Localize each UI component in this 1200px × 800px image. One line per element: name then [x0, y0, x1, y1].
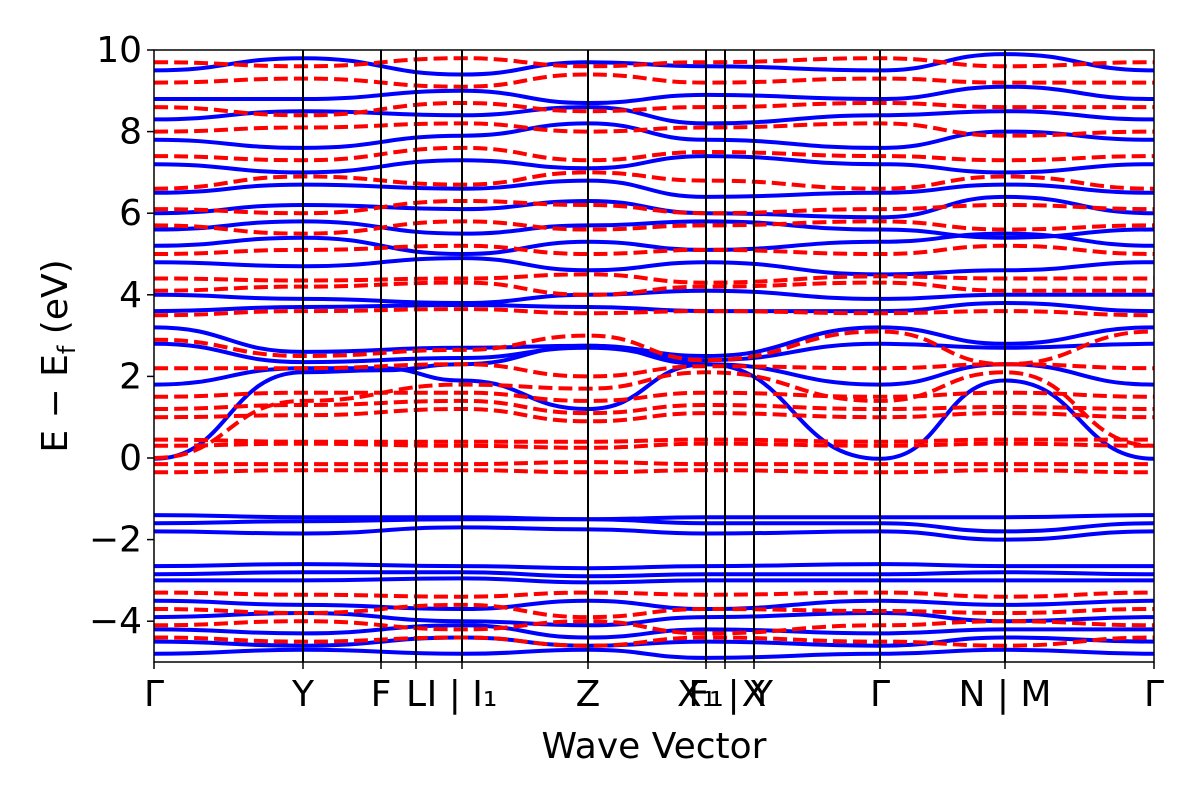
y-tick-label-2: 0: [119, 438, 142, 479]
solid-band-15: [154, 300, 1154, 314]
dashed-band-17: [154, 243, 1154, 257]
dashed-band-25: [154, 56, 1154, 69]
x-tick-label-2: F: [371, 674, 392, 715]
solid-band-10: [154, 598, 1154, 612]
x-tick-label-8: X: [742, 674, 767, 715]
solid-band-13: [154, 635, 1154, 648]
dashed-band-0: [154, 468, 1154, 475]
solid-band-5: [154, 517, 1154, 534]
dashed-band-21: [154, 145, 1154, 163]
dashed-band-2: [154, 441, 1154, 450]
dashed-band-4: [154, 406, 1154, 424]
x-tick-label-11: Γ: [1144, 674, 1164, 715]
dashed-band-12: [154, 619, 1154, 636]
y-axis-label-sub: f: [53, 345, 81, 354]
dashed-band-24: [154, 72, 1154, 89]
x-tick-label-1: Y: [291, 674, 315, 715]
dashed-band-7: [154, 370, 1154, 460]
solid-band-6: [154, 525, 1154, 542]
solid-band-4: [154, 513, 1154, 522]
x-tick-label-4: I | I₁: [427, 674, 498, 715]
y-tick-label-6: 8: [119, 112, 142, 153]
dashed-band-15: [154, 280, 1154, 297]
solid-band-7: [154, 562, 1154, 571]
solid-band-19: [154, 219, 1154, 240]
dashed-band-19: [154, 198, 1154, 216]
dashed-band-3: [154, 437, 1154, 444]
dashed-band-1: [154, 460, 1154, 467]
y-tick-label-7: 10: [96, 30, 142, 71]
solid-band-24: [154, 105, 1154, 126]
x-tick-label-10: N | M: [958, 674, 1051, 715]
dashed-band-14: [154, 307, 1154, 318]
bands-layer: [154, 52, 1154, 660]
dashed-band-22: [154, 121, 1154, 138]
plot-frame: [153, 49, 1155, 663]
y-axis-ticks: −4 −2 0 2 4 6 8 10: [89, 30, 154, 642]
x-tick-label-5: Z: [576, 674, 601, 715]
y-tick-label-3: 2: [119, 356, 142, 397]
solid-band-16: [154, 288, 1154, 306]
solid-band-23: [154, 121, 1154, 150]
dashed-band-6: [154, 390, 1154, 403]
solid-band-18: [154, 231, 1154, 257]
high-symmetry-lines: [302, 50, 1006, 662]
y-axis-label-unit: (eV): [35, 259, 76, 345]
x-tick-label-3: L: [406, 674, 426, 715]
dashed-band-8: [154, 362, 1154, 379]
dashed-band-9: [154, 329, 1154, 367]
y-axis-label-text: E − Ef (eV): [35, 259, 81, 452]
y-tick-label-0: −4: [89, 601, 142, 642]
solid-band-8: [154, 570, 1154, 579]
dashed-band-5: [154, 398, 1154, 416]
solid-band-14: [154, 647, 1154, 660]
x-tick-label-9: Γ: [870, 674, 890, 715]
y-tick-label-4: 4: [119, 275, 142, 316]
solid-band-22: [154, 154, 1154, 175]
y-tick-label-1: −2: [89, 520, 142, 561]
y-axis-label: E − Ef (eV): [35, 259, 81, 452]
dashed-band-10: [154, 590, 1154, 599]
dashed-band-16: [154, 272, 1154, 285]
solid-band-2: [154, 341, 1154, 365]
solid-band-17: [154, 256, 1154, 277]
x-tick-label-6: F₁: [688, 674, 723, 715]
dashed-band-13: [154, 635, 1154, 648]
solid-band-12: [154, 623, 1154, 640]
x-tick-label-0: Γ: [144, 674, 164, 715]
y-tick-label-5: 6: [119, 193, 142, 234]
solid-band-25: [154, 84, 1154, 106]
y-axis-label-main: E − E: [35, 354, 76, 453]
solid-band-9: [154, 576, 1154, 585]
solid-band-21: [154, 178, 1154, 199]
x-tick-label-7: X₁ | Y: [677, 674, 774, 715]
dashed-band-23: [154, 100, 1154, 118]
dashed-band-11: [154, 602, 1154, 620]
dashed-band-20: [154, 170, 1154, 191]
dashed-band-18: [154, 219, 1154, 236]
x-axis-label: Wave Vector: [542, 726, 767, 767]
